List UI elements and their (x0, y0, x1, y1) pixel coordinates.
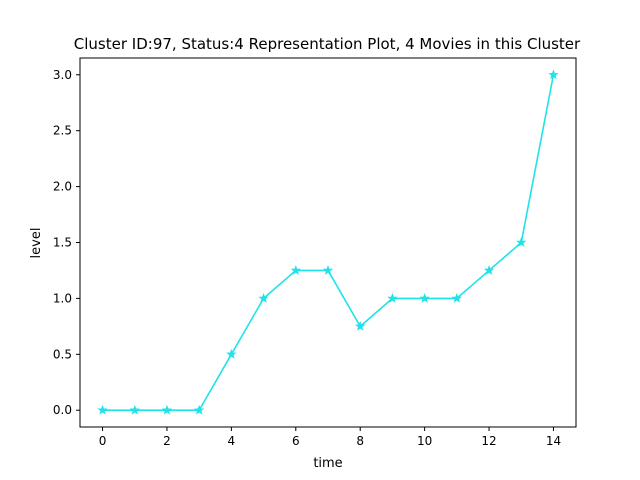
x-tick-label: 12 (481, 434, 496, 448)
chart-title: Cluster ID:97, Status:4 Representation P… (74, 35, 581, 53)
data-point-marker (483, 264, 495, 275)
data-point-marker (161, 404, 173, 415)
x-tick-label: 6 (292, 434, 300, 448)
data-point-marker (387, 292, 398, 303)
data-point-marker (322, 264, 334, 275)
data-point-marker (97, 404, 108, 415)
data-point-marker (258, 292, 269, 303)
y-tick-label: 2.5 (53, 124, 72, 138)
x-axis-ticks: 0 2 4 6 8 10 12 14 (99, 427, 561, 448)
data-point-marker (419, 292, 430, 303)
plot-area (97, 69, 559, 415)
y-tick-label: 0.0 (53, 403, 72, 417)
data-point-marker (290, 264, 302, 275)
data-point-marker (129, 404, 140, 415)
data-point-marker (451, 292, 463, 303)
y-tick-label: 1.5 (53, 236, 72, 250)
y-tick-label: 2.0 (53, 180, 72, 194)
data-point-marker (226, 348, 237, 359)
x-tick-label: 0 (99, 434, 107, 448)
x-axis-label: time (313, 456, 342, 471)
y-tick-label: 3.0 (53, 68, 72, 82)
y-axis-label: level (29, 228, 44, 259)
data-point-marker (516, 237, 527, 247)
x-tick-label: 10 (417, 434, 432, 448)
y-tick-label: 0.5 (53, 347, 72, 361)
y-axis-ticks: 0.0 0.5 1.0 1.5 2.0 2.5 3.0 (53, 68, 80, 417)
data-point-marker (548, 69, 559, 80)
series-line (102, 74, 555, 412)
data-point-marker (193, 404, 205, 415)
y-tick-label: 1.0 (53, 291, 72, 305)
x-tick-label: 14 (546, 434, 561, 448)
x-tick-label: 8 (356, 434, 364, 448)
x-tick-label: 4 (228, 434, 236, 448)
x-tick-label: 2 (163, 434, 171, 448)
axes-frame (79, 57, 577, 428)
data-point-marker (354, 320, 366, 331)
